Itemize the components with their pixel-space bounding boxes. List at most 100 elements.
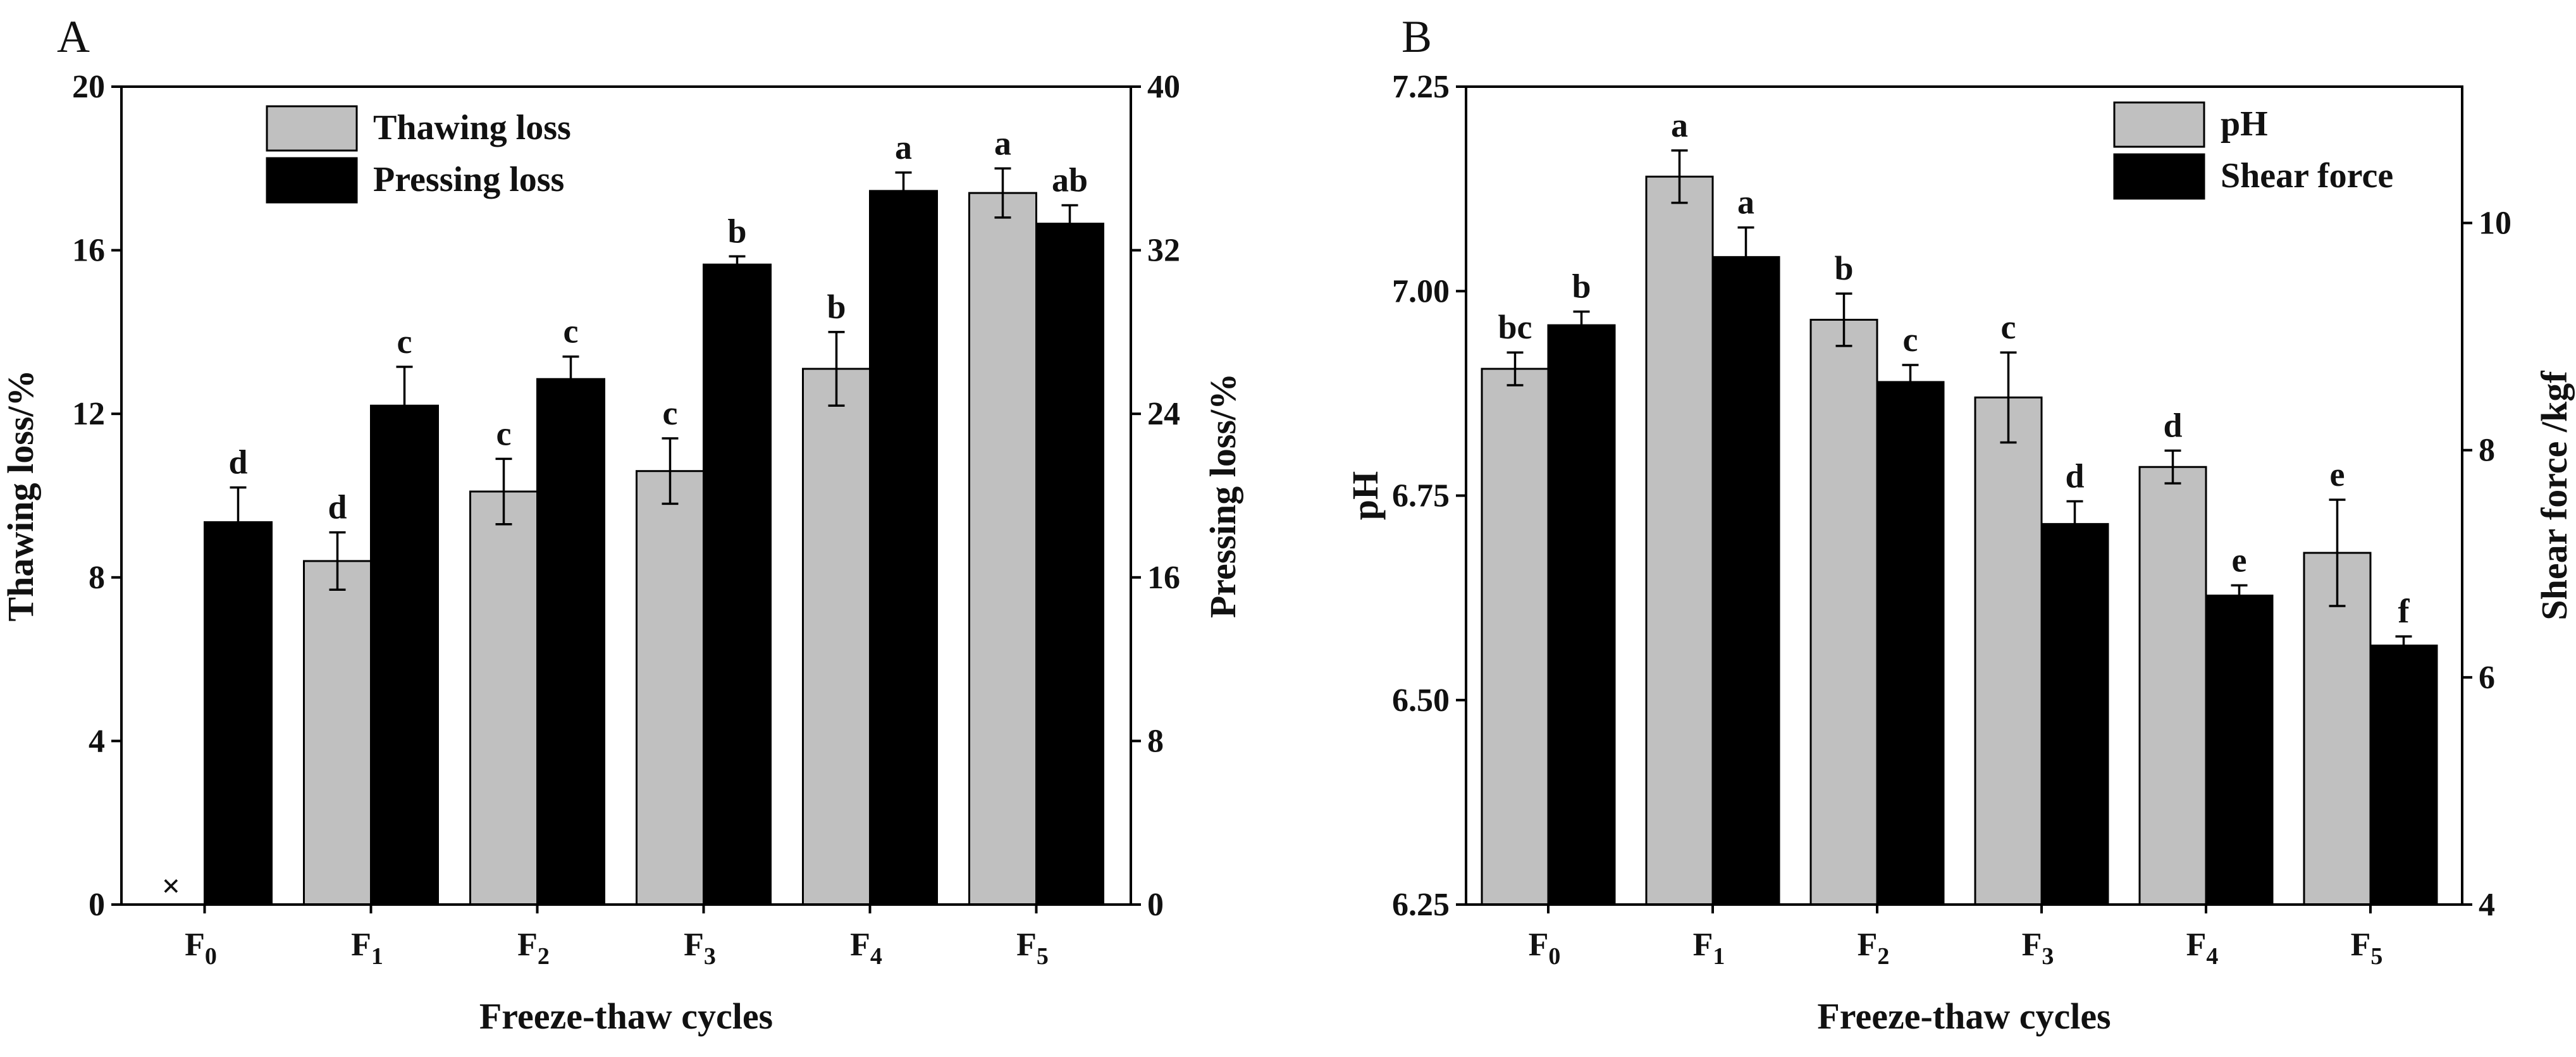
bar-shear-force-f4	[2205, 595, 2274, 906]
x-axis-title: Freeze-thaw cycles	[1817, 996, 2111, 1037]
error-bar-pressing-loss-f5	[1061, 204, 1078, 244]
legend-label-ph: pH	[2221, 104, 2268, 144]
left-axis-title: Thawing loss/%	[0, 369, 41, 621]
x-axis-title: Freeze-thaw cycles	[479, 996, 773, 1037]
missing-value-marker: ×	[162, 868, 181, 905]
significance-letter: bc	[1498, 308, 1532, 346]
significance-letter: d	[228, 443, 247, 481]
x-tick-label-main: F	[850, 927, 870, 963]
bar-thawing-loss-f3	[636, 470, 705, 906]
bar-thawing-loss-f4	[802, 368, 871, 906]
error-bar-thawing-loss-f4	[828, 331, 845, 407]
x-tick-label-sub: 5	[2370, 943, 2382, 970]
significance-letter: b	[827, 288, 846, 326]
x-tick-label-main: F	[185, 927, 205, 963]
x-tick-label-sub: 0	[205, 943, 217, 970]
significance-letter: a	[895, 128, 912, 166]
x-tick-label-sub: 4	[2206, 943, 2218, 970]
significance-letter: a	[1737, 183, 1754, 221]
x-tick-label-sub: 4	[870, 943, 882, 970]
right-tick-label: 16	[1147, 560, 1180, 596]
right-axis-title: Shear force /kgf	[2534, 371, 2575, 621]
error-bar-ph-f1	[1671, 149, 1688, 204]
legend-swatch-ph	[2113, 101, 2205, 148]
bar-thawing-loss-f1	[303, 560, 372, 906]
right-tick-label: 24	[1147, 396, 1180, 432]
legend-label-shear-force: Shear force	[2221, 156, 2393, 195]
left-tick-label: 0	[89, 887, 105, 923]
significance-letter: d	[2163, 406, 2182, 444]
bar-thawing-loss-f2	[469, 490, 538, 906]
significance-letter: a	[994, 124, 1011, 162]
x-tick-label-main: F	[684, 927, 704, 963]
bar-shear-force-f0	[1547, 324, 1616, 906]
significance-letter: e	[2330, 455, 2345, 493]
error-bar-shear-force-f1	[1737, 226, 1754, 288]
bar-shear-force-f1	[1711, 256, 1780, 906]
x-tick-label: F0	[185, 927, 217, 970]
right-tick-label: 0	[1147, 887, 1164, 923]
significance-letter: c	[397, 323, 412, 361]
right-tick-label: 6	[2479, 660, 2495, 696]
significance-letter: c	[1903, 321, 1918, 359]
legend-swatch-thawing-loss	[266, 105, 358, 152]
error-bar-shear-force-f4	[2231, 584, 2248, 607]
left-tick-label: 6.50	[1392, 683, 1450, 719]
left-axis-title: pH	[1345, 471, 1386, 520]
x-tick-label-main: F	[517, 927, 538, 963]
significance-letter: b	[1834, 249, 1853, 287]
right-tick-label: 8	[2479, 433, 2495, 469]
legend-swatch-pressing-loss	[266, 157, 358, 204]
legend-label-thawing-loss: Thawing loss	[373, 108, 571, 147]
bar-ph-f1	[1645, 175, 1714, 906]
bar-ph-f0	[1481, 368, 1550, 906]
left-tick-label: 20	[72, 69, 105, 105]
panel-label: A	[57, 11, 90, 62]
right-tick-label: 10	[2479, 206, 2511, 242]
x-tick-label-sub: 0	[1548, 943, 1560, 970]
x-tick-label-sub: 1	[371, 943, 383, 970]
x-tick-label-main: F	[1016, 927, 1037, 963]
bar-pressing-loss-f5	[1035, 223, 1104, 906]
x-tick-label: F0	[1529, 927, 1561, 970]
right-tick-label: 4	[2479, 887, 2495, 923]
bar-pressing-loss-f3	[703, 263, 772, 906]
significance-letter: d	[328, 488, 347, 526]
x-tick-label: F2	[1858, 927, 1890, 970]
x-tick-label-sub: 2	[1877, 943, 1889, 970]
error-bar-pressing-loss-f3	[729, 255, 746, 274]
error-bar-thawing-loss-f5	[994, 167, 1011, 219]
left-tick-label: 12	[72, 396, 105, 432]
error-bar-ph-f0	[1507, 351, 1524, 386]
error-bar-pressing-loss-f4	[895, 171, 912, 211]
x-tick-label-sub: 2	[538, 943, 550, 970]
significance-letter: b	[1572, 268, 1591, 306]
error-bar-ph-f3	[2000, 351, 2017, 444]
error-bar-shear-force-f0	[1573, 310, 1590, 340]
significance-letter: f	[2398, 592, 2410, 630]
legend-label-pressing-loss: Pressing loss	[373, 160, 564, 199]
left-tick-label: 16	[72, 233, 105, 269]
bar-shear-force-f5	[2369, 645, 2438, 906]
right-axis-title: Pressing loss/%	[1202, 373, 1243, 618]
x-tick-label-main: F	[1529, 927, 1549, 963]
x-tick-label: F4	[850, 927, 882, 970]
error-bar-shear-force-f3	[2066, 500, 2083, 548]
error-bar-shear-force-f2	[1902, 364, 1919, 400]
plot-frame	[120, 85, 1132, 906]
bar-shear-force-f2	[1876, 381, 1945, 906]
significance-letter: d	[2065, 457, 2084, 495]
legend-swatch-shear-force	[2113, 153, 2205, 200]
panel-label: B	[1402, 11, 1432, 62]
left-tick-label: 7.25	[1392, 69, 1450, 105]
x-tick-label-main: F	[2022, 927, 2042, 963]
bar-ph-f2	[1809, 319, 1878, 906]
x-tick-label: F3	[684, 927, 716, 970]
bar-ph-f3	[1974, 396, 2043, 906]
bar-pressing-loss-f4	[869, 190, 938, 906]
error-bar-pressing-loss-f1	[396, 366, 413, 446]
x-tick-label-sub: 3	[2042, 943, 2054, 970]
x-tick-label-main: F	[351, 927, 371, 963]
